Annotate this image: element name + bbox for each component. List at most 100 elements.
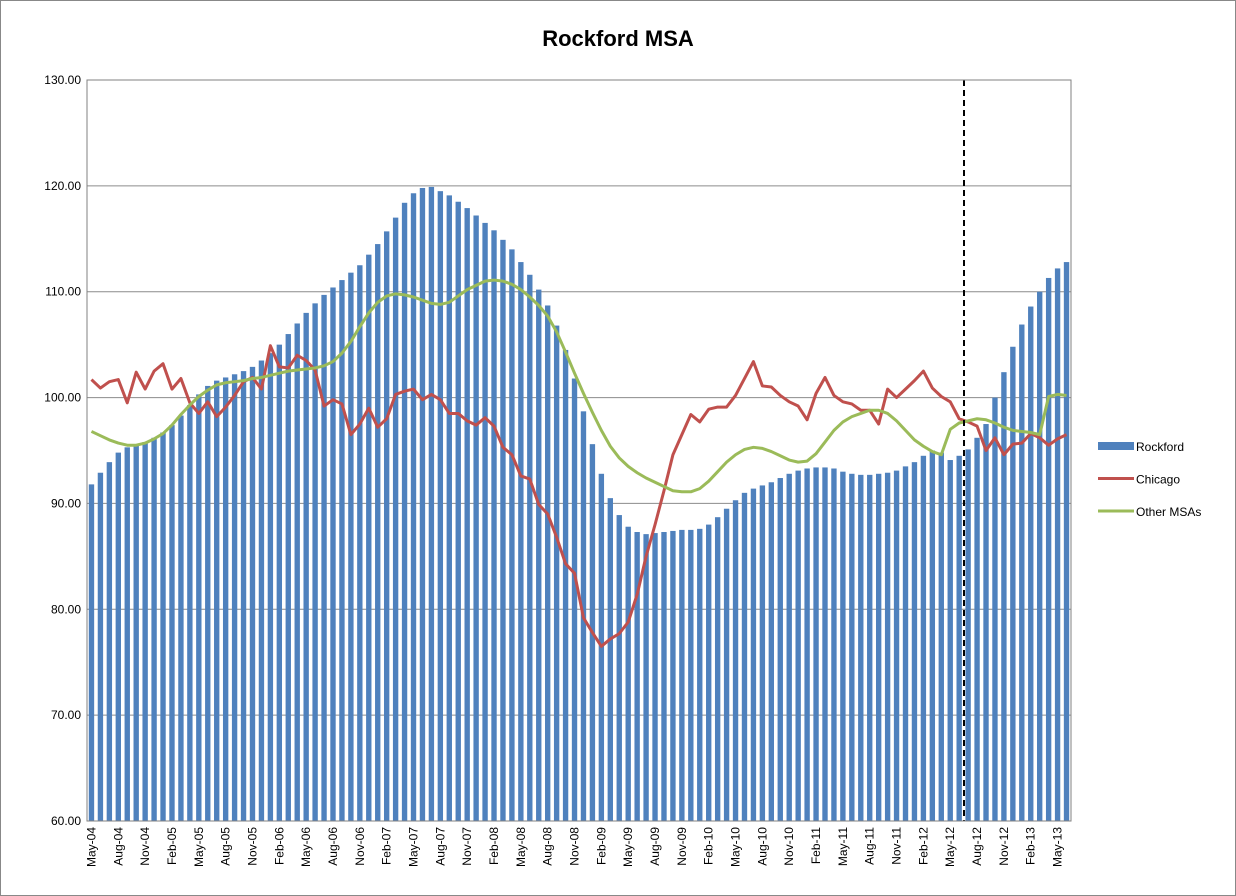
x-tick-label: Feb-12 — [916, 827, 930, 865]
y-tick-label: 100.00 — [44, 391, 81, 405]
bar — [777, 478, 783, 821]
bar — [929, 450, 936, 821]
x-tick-label: Feb-07 — [380, 827, 394, 865]
bar — [1037, 291, 1043, 821]
bar — [276, 344, 283, 821]
x-tick-label: May-06 — [299, 827, 313, 867]
x-tick-label: Aug-09 — [648, 827, 662, 866]
bar — [169, 425, 175, 821]
bar — [214, 380, 220, 821]
bar — [625, 526, 631, 821]
x-tick-label: Feb-11 — [809, 827, 823, 864]
bar — [1010, 346, 1016, 821]
x-tick-label: Aug-05 — [219, 827, 233, 866]
y-tick-label: 60.00 — [51, 814, 81, 828]
x-tick-label: Nov-08 — [568, 827, 582, 866]
x-tick-label: Feb-09 — [594, 827, 608, 865]
bar — [500, 239, 506, 821]
bar — [795, 470, 801, 821]
bar — [759, 485, 766, 821]
bar — [1063, 262, 1070, 821]
bar — [312, 303, 318, 821]
bar — [491, 230, 497, 821]
bar — [947, 460, 953, 821]
bar — [768, 482, 775, 821]
bar — [321, 294, 327, 821]
bar — [983, 424, 989, 821]
legend-swatch — [1098, 442, 1134, 450]
x-tick-label: May-12 — [943, 827, 957, 867]
x-tick-label: May-04 — [84, 827, 98, 867]
x-tick-label: Feb-13 — [1024, 827, 1038, 865]
bar — [607, 498, 613, 821]
x-tick-label: Aug-10 — [755, 827, 769, 866]
bar — [804, 468, 810, 821]
bar — [813, 467, 819, 821]
bar — [285, 334, 291, 821]
x-tick-label: Nov-12 — [997, 827, 1011, 866]
bar — [723, 508, 730, 821]
x-tick-label: May-13 — [1051, 827, 1065, 867]
x-tick-label: Nov-04 — [138, 827, 152, 866]
bar — [1019, 324, 1025, 821]
bar — [992, 397, 998, 821]
x-tick-label: May-10 — [729, 827, 743, 867]
bar — [97, 472, 104, 821]
bar — [750, 488, 757, 821]
bar — [401, 202, 408, 821]
bar — [115, 452, 121, 821]
bar — [410, 193, 417, 821]
bar — [679, 529, 685, 821]
x-tick-label: May-08 — [514, 827, 528, 867]
x-tick-label: Feb-05 — [165, 827, 179, 865]
bar — [697, 528, 703, 821]
bar — [383, 231, 390, 821]
x-tick-label: Nov-09 — [675, 827, 689, 866]
x-tick-label: Nov-10 — [782, 827, 796, 866]
bar — [938, 452, 944, 821]
x-tick-label: Nov-07 — [460, 827, 474, 866]
y-tick-label: 80.00 — [51, 602, 81, 616]
x-tick-label: Aug-04 — [111, 827, 125, 866]
bar — [714, 517, 721, 821]
legend-label: Other MSAs — [1136, 505, 1201, 519]
bar — [267, 353, 274, 821]
bar — [294, 323, 300, 821]
bar — [357, 265, 363, 821]
bar — [786, 473, 792, 821]
bar — [187, 404, 193, 821]
bar — [875, 473, 882, 821]
x-tick-label: Aug-12 — [970, 827, 984, 866]
bar — [732, 500, 739, 821]
bar — [196, 394, 202, 821]
bar — [258, 360, 265, 821]
bar — [616, 515, 622, 821]
bar — [106, 462, 113, 821]
legend-label: Chicago — [1136, 473, 1180, 487]
bar — [688, 529, 694, 821]
bar — [249, 366, 256, 821]
bar — [348, 272, 354, 821]
legend-label: Rockford — [1136, 440, 1184, 454]
bar — [553, 325, 560, 821]
bar — [536, 289, 542, 821]
y-tick-label: 90.00 — [51, 496, 81, 510]
bar — [1045, 277, 1052, 821]
x-tick-label: May-09 — [621, 827, 635, 867]
bar — [392, 217, 399, 822]
bar — [670, 530, 676, 821]
x-tick-label: May-05 — [192, 827, 206, 867]
x-tick-label: Feb-06 — [272, 827, 286, 865]
bar — [920, 455, 927, 821]
bar — [124, 447, 130, 821]
bar — [741, 492, 748, 821]
line — [90, 278, 1067, 494]
x-tick-label: Feb-08 — [487, 827, 501, 865]
bar — [858, 474, 864, 821]
chart-title: Rockford MSA — [542, 26, 694, 51]
bar — [160, 432, 166, 821]
bar — [571, 378, 578, 821]
bar — [464, 208, 470, 821]
bar — [437, 191, 444, 821]
